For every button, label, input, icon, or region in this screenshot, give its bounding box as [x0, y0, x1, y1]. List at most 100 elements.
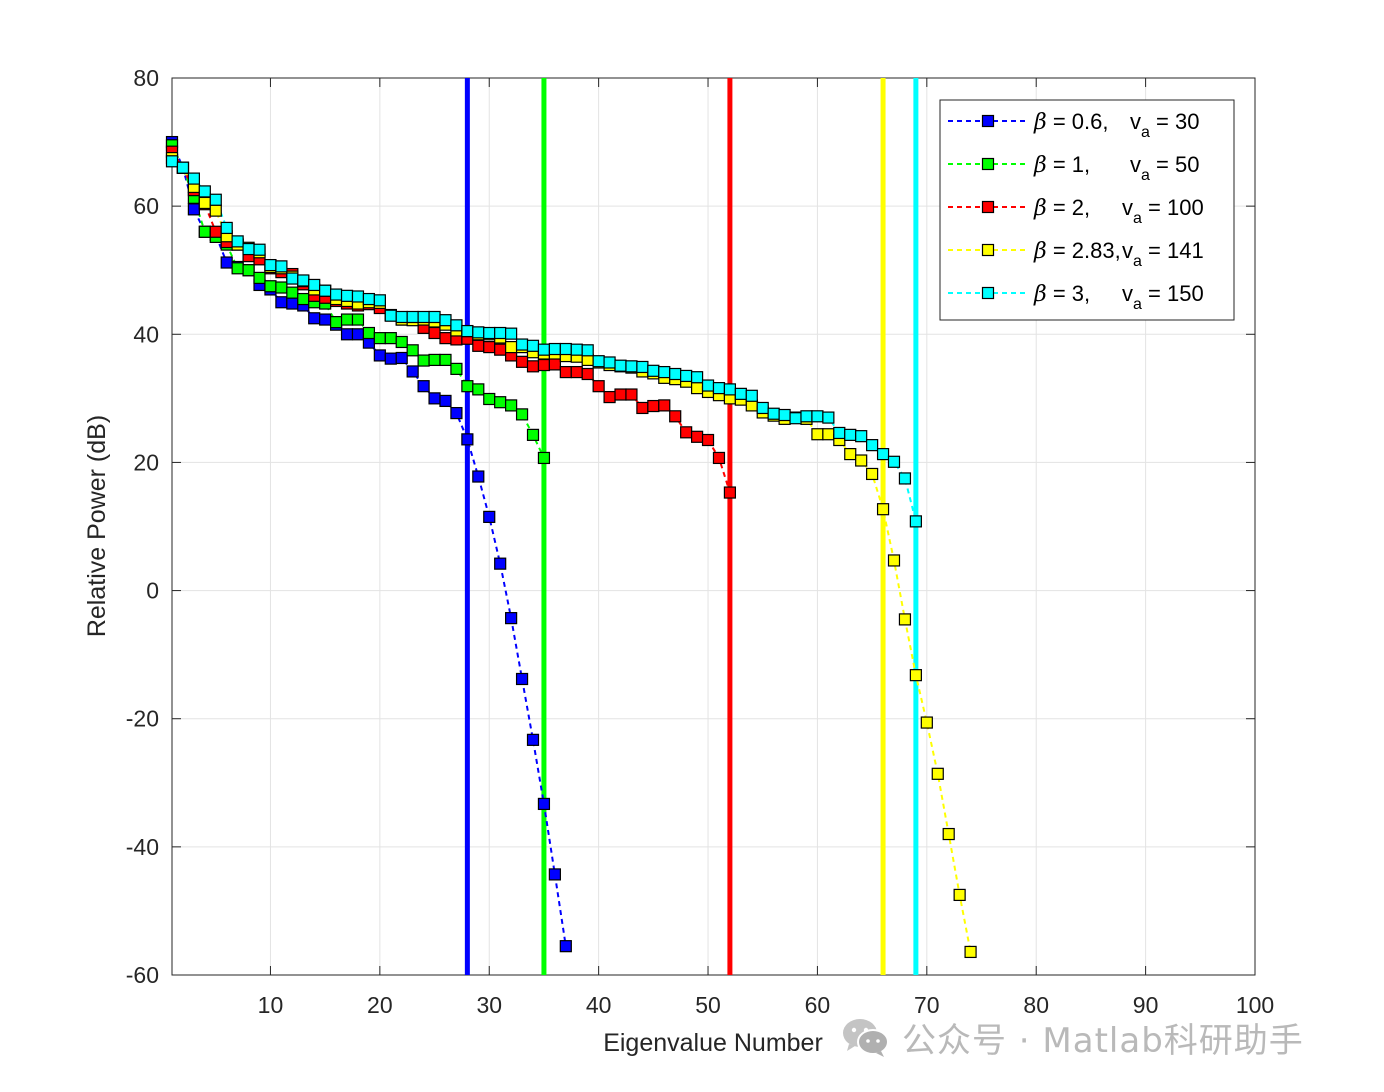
data-point: [198, 225, 211, 238]
legend-item-2: β = 1, va = 50: [948, 152, 1199, 184]
data-point: [340, 289, 354, 302]
data-point: [319, 313, 332, 326]
data-point: [472, 470, 485, 483]
data-point: [920, 716, 933, 729]
y-tick-label-80: 80: [133, 65, 159, 91]
data-point: [472, 326, 485, 339]
data-point: [734, 387, 747, 400]
legend-speed: va = 150: [1122, 281, 1204, 313]
data-point: [844, 447, 857, 461]
data-point: [953, 888, 966, 902]
x-tick-label-60: 60: [805, 992, 831, 1018]
legend-label: β = 3,: [1033, 281, 1090, 307]
data-point: [778, 408, 791, 422]
data-point: [855, 430, 868, 443]
data-point: [505, 327, 518, 340]
data-point: [384, 309, 397, 322]
data-point: [822, 411, 835, 424]
data-point: [537, 343, 551, 356]
data-point: [417, 354, 430, 367]
legend-speed: va = 30: [1130, 109, 1199, 141]
data-point: [898, 613, 912, 626]
data-point: [275, 281, 288, 294]
data-point: [308, 312, 321, 325]
data-point: [909, 515, 922, 528]
data-point: [559, 342, 572, 356]
data-point: [526, 428, 540, 441]
data-point: [242, 264, 255, 277]
x-tick-label-80: 80: [1023, 992, 1049, 1018]
axes-frame: [171, 77, 1256, 976]
data-point: [406, 344, 419, 357]
legend-label: β = 1,: [1033, 152, 1090, 178]
data-point: [373, 349, 386, 362]
data-point: [439, 332, 452, 345]
data-point: [494, 396, 507, 409]
series-markers-2: [165, 139, 551, 465]
data-point: [876, 447, 890, 461]
data-point: [603, 356, 616, 369]
data-point: [876, 503, 890, 516]
data-point: [537, 358, 551, 372]
series-markers-1: [165, 135, 572, 953]
data-point: [275, 260, 288, 273]
data-point: [614, 359, 627, 372]
data-point: [701, 379, 715, 392]
data-point: [505, 399, 518, 412]
data-point: [866, 467, 879, 481]
data-point: [406, 310, 419, 324]
tick-labels: 10 20 30 40 50 60 70 80 90 100 -60 -40 -20 0 20 40 60 80: [126, 65, 1274, 1018]
data-point: [428, 353, 441, 367]
x-tick-label-40: 40: [586, 992, 612, 1018]
data-point: [701, 433, 715, 447]
data-point: [559, 365, 572, 379]
data-point: [176, 161, 190, 174]
x-tick-label-20: 20: [367, 992, 393, 1018]
data-point: [472, 339, 485, 352]
data-point: [811, 410, 824, 423]
y-tick-label--40: -40: [126, 834, 159, 860]
data-point: [898, 472, 912, 485]
data-point: [647, 399, 660, 413]
data-point: [964, 945, 977, 959]
data-point: [286, 286, 299, 299]
data-point: [822, 428, 835, 441]
x-tick-label-10: 10: [258, 992, 284, 1018]
legend-marker: [981, 243, 995, 257]
data-point: [165, 155, 179, 168]
data-point: [526, 339, 540, 352]
data-point: [723, 486, 737, 499]
data-point: [483, 392, 496, 406]
legend-item-4: β = 2.83, va = 141: [948, 238, 1204, 270]
x-tick-label-30: 30: [476, 992, 502, 1018]
data-point: [439, 394, 452, 408]
data-point: [505, 612, 518, 625]
data-point: [483, 341, 496, 354]
data-point: [406, 365, 419, 378]
data-point: [559, 940, 572, 953]
series-layer: [165, 135, 977, 959]
data-point: [570, 365, 583, 379]
y-axis-label: Relative Power (dB): [83, 415, 111, 637]
threshold-lines: [464, 78, 919, 975]
data-point: [351, 290, 365, 303]
legend-item-3: β = 2, va = 100: [948, 195, 1204, 227]
data-point: [866, 439, 879, 452]
watermark-text: 公众号 · Matlab科研助手: [902, 1020, 1304, 1061]
data-point: [472, 383, 485, 396]
data-point: [669, 410, 682, 423]
data-point: [690, 430, 704, 443]
series-line-3: [171, 151, 731, 493]
data-point: [505, 341, 518, 354]
data-point: [745, 389, 758, 402]
data-point: [209, 225, 222, 238]
data-point: [515, 672, 529, 686]
series-markers-5: [165, 155, 922, 528]
data-point: [395, 310, 408, 324]
data-point: [264, 280, 277, 293]
data-point: [494, 557, 507, 570]
data-point: [909, 669, 922, 682]
data-point: [450, 362, 463, 375]
data-point: [592, 355, 605, 368]
data-point: [789, 412, 802, 425]
